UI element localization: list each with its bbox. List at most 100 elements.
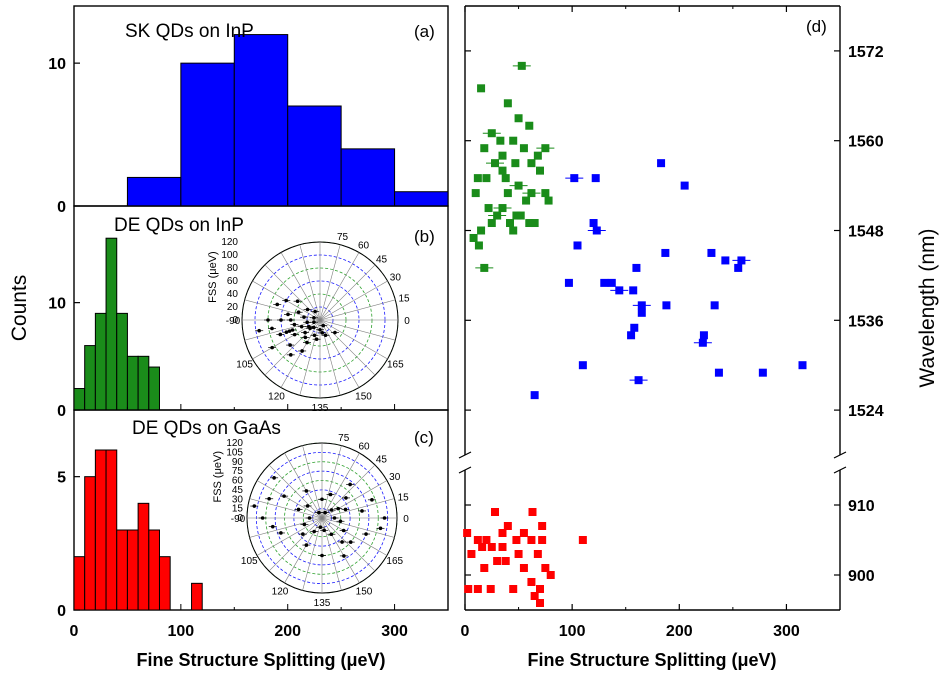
polar-point	[267, 496, 271, 501]
polar-point	[344, 496, 348, 500]
polar-point	[282, 494, 286, 498]
polar-point	[272, 476, 276, 480]
scatter-point	[734, 263, 743, 272]
polar-point	[303, 330, 307, 335]
y-tick-label: 1572	[848, 44, 884, 61]
polar-angle-label: 75	[337, 232, 349, 243]
histogram-bar	[137, 502, 150, 611]
polar-point	[296, 310, 301, 315]
scatter-point	[503, 189, 512, 198]
scatter-point	[509, 585, 518, 593]
x-tick-label: 300	[773, 623, 800, 640]
histogram-bar	[394, 191, 449, 207]
histogram-bar	[94, 449, 107, 611]
polar-angle-label: 15	[398, 492, 410, 503]
polar-point	[320, 553, 324, 558]
polar-point	[322, 528, 326, 533]
polar-point	[284, 330, 289, 335]
panel-d: 0 100 200 300 1524 1536 1548 1560 1572 900 910 (d)…	[458, 5, 939, 670]
scatter-point	[710, 301, 719, 310]
polar-point	[305, 504, 310, 508]
scatter-point	[522, 196, 531, 205]
panel-b-polar-inset: 01530456075-9010512013515016502040608010…	[207, 232, 410, 414]
polar-point	[296, 507, 301, 512]
polar-point	[360, 509, 364, 513]
polar-point	[320, 497, 324, 502]
scatter-point	[530, 592, 539, 600]
y-tick-label: 10	[48, 56, 66, 73]
polar-radial-tick: 60	[232, 476, 244, 487]
polar-point	[370, 498, 374, 502]
scatter-point	[487, 219, 496, 228]
polar-point	[279, 318, 283, 322]
histogram-bar	[148, 529, 160, 611]
polar-point	[299, 324, 304, 329]
left-y-axis-label: Counts	[8, 275, 31, 342]
polar-point	[341, 528, 346, 533]
histogram-bar	[233, 34, 289, 207]
scatter-point	[637, 301, 646, 310]
polar-radial-tick: 80	[227, 263, 239, 274]
scatter-point	[471, 189, 480, 198]
histogram-bar	[116, 312, 128, 411]
polar-point	[270, 345, 274, 350]
polar-angle-label: 30	[389, 472, 401, 483]
histogram-bar	[105, 449, 118, 611]
polar-angle-label: 135	[312, 403, 329, 414]
scatter-point	[516, 211, 525, 220]
left-x-axis-label: Fine Structure Splitting (μeV)	[136, 650, 385, 670]
scatter-point	[530, 219, 539, 228]
panel-c-frame	[73, 409, 449, 611]
histogram-bar	[84, 345, 96, 411]
histogram-bar	[158, 556, 171, 611]
scatter-point	[484, 204, 493, 213]
polar-radial-tick: 90	[232, 457, 244, 468]
scatter-point	[629, 286, 638, 295]
polar-angle-label: 0	[404, 316, 410, 327]
scatter-point	[527, 189, 536, 198]
histogram-bar	[73, 556, 86, 611]
scatter-point	[477, 84, 486, 93]
polar-point	[332, 516, 337, 520]
scatter-point	[627, 331, 636, 340]
polar-radial-tick: 0	[237, 513, 243, 524]
polar-radial-tick: 75	[232, 466, 244, 477]
polar-point	[292, 322, 297, 327]
polar-point	[323, 333, 328, 338]
panel-c-title: DE QDs on GaAs	[132, 418, 281, 439]
scatter-point	[680, 181, 689, 190]
scatter-point	[530, 391, 539, 400]
scatter-point	[503, 99, 512, 108]
scatter-point	[514, 114, 523, 123]
scatter-point	[480, 263, 489, 272]
scatter-point	[477, 226, 486, 235]
polar-angle-label: 60	[358, 441, 370, 452]
polar-radial-tick: 30	[232, 494, 244, 505]
histogram-bar	[137, 355, 150, 411]
x-tick-label: 100	[168, 623, 195, 640]
scatter-point	[528, 508, 537, 516]
polar-radial-tick: 0	[232, 315, 238, 326]
scatter-point	[607, 278, 616, 287]
polar-angle-label: 105	[241, 556, 258, 567]
polar-radial-tick: 60	[227, 276, 239, 287]
scatter-point	[541, 144, 550, 153]
polar-point	[313, 309, 317, 314]
panel-d-frame	[458, 5, 847, 611]
x-tick-label: 100	[559, 623, 586, 640]
polar-point	[295, 299, 300, 303]
polar-spoke	[244, 299, 396, 341]
histogram-bar	[191, 582, 203, 611]
scatter-point	[758, 368, 767, 377]
polar-point	[286, 312, 290, 317]
axis-break-mark	[458, 466, 472, 474]
polar-point	[257, 328, 261, 333]
polar-point	[312, 315, 316, 320]
polar-point	[305, 307, 310, 312]
scatter-point	[527, 536, 536, 544]
scatter-point	[467, 550, 476, 558]
panel-d-y-axis-label: Wavelength (nm)	[916, 228, 939, 387]
y-tick-label: 0	[57, 603, 66, 620]
polar-point	[317, 510, 321, 515]
scatter-point	[487, 129, 496, 138]
